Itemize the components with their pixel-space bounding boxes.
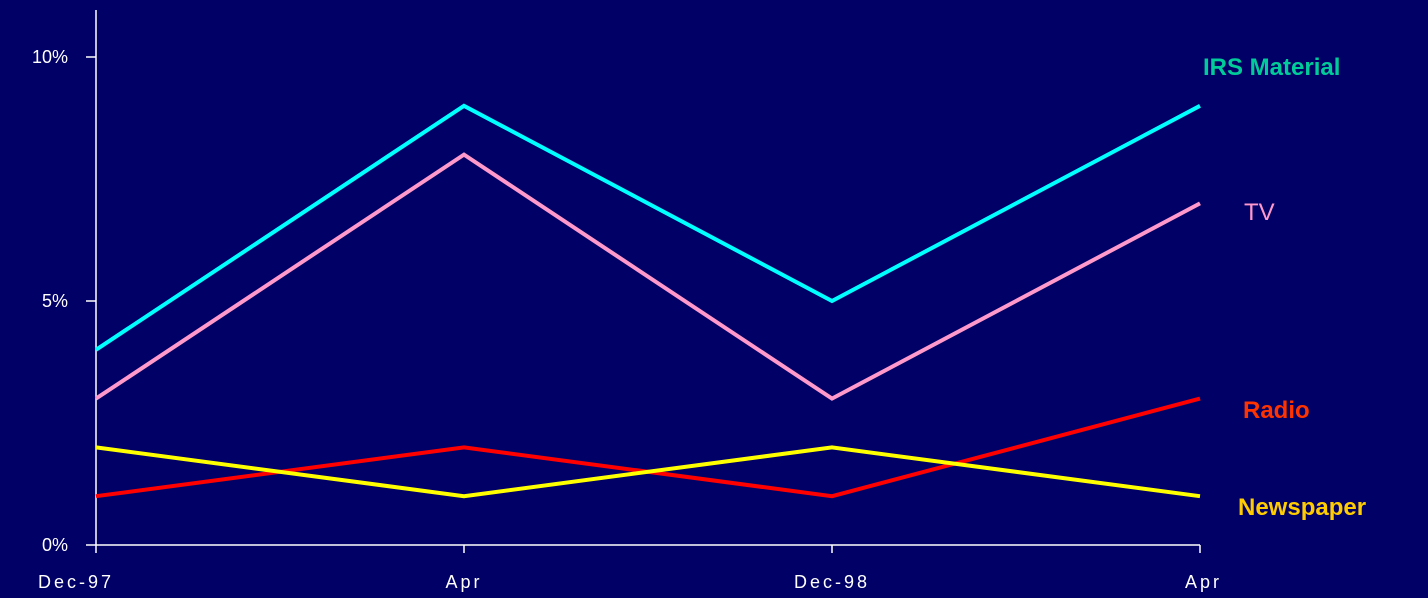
series-line-newspaper	[95, 445, 1201, 499]
x-tick-label: Dec-98	[794, 572, 870, 592]
x-ticks: Dec-97 Apr Dec-98 Apr	[38, 545, 1222, 592]
series-label-tv: TV	[1244, 199, 1275, 226]
x-tick-label: Apr	[445, 572, 482, 592]
series-label-irs-material: IRS Material	[1203, 54, 1340, 81]
chart-axes	[95, 10, 1200, 546]
y-tick-label: 0%	[42, 535, 68, 555]
y-tick-label: 5%	[42, 291, 68, 311]
y-tick-label: 10%	[32, 47, 68, 67]
x-tick-label: Dec-97	[38, 572, 114, 592]
series-line-irs-material	[94, 103, 1201, 352]
x-tick-label: Apr	[1185, 572, 1222, 592]
series-label-newspaper: Newspaper	[1238, 494, 1366, 521]
series-lines	[94, 103, 1201, 499]
series-label-radio: Radio	[1243, 397, 1310, 424]
series-line-tv	[94, 152, 1201, 401]
series-labels: IRS Material TV Radio Newspaper	[1203, 54, 1366, 521]
series-line-radio	[95, 396, 1201, 499]
y-ticks: 0% 5% 10%	[32, 47, 96, 555]
